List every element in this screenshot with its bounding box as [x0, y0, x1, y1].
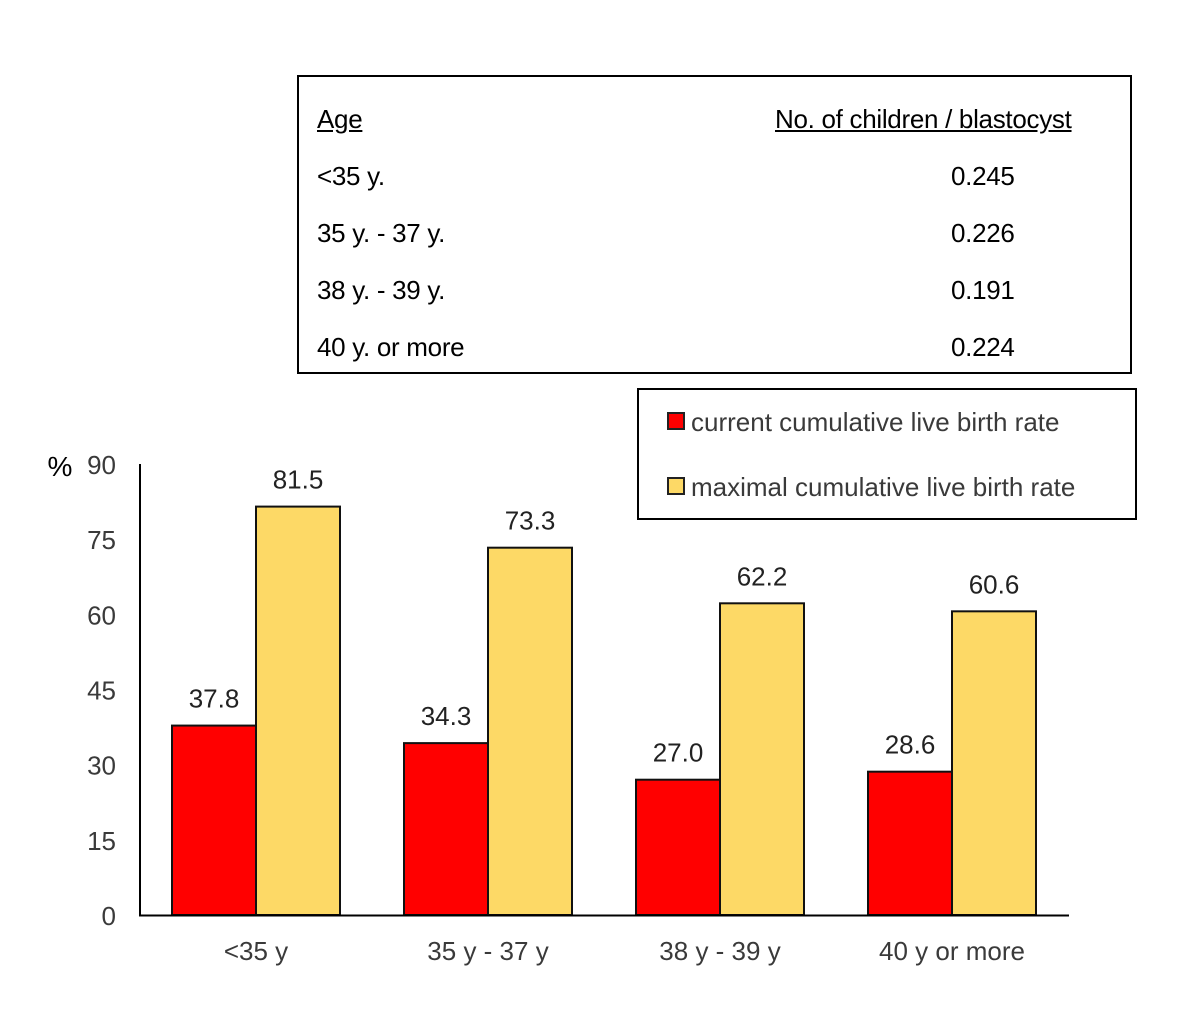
data-label: 73.3 — [505, 506, 556, 536]
legend-label-maximal: maximal cumulative live birth rate — [691, 472, 1076, 502]
bar-current — [867, 770, 953, 917]
bar-current — [171, 724, 257, 917]
y-tick-label: 75 — [87, 525, 116, 555]
data-label: 37.8 — [189, 684, 240, 714]
bar-maximal — [719, 602, 805, 916]
y-tick-label: 45 — [87, 676, 116, 706]
data-label: 27.0 — [653, 738, 704, 768]
blastocyst-table: Age No. of children / blastocyst <35 y. … — [297, 75, 1132, 374]
y-tick-label: 60 — [87, 600, 116, 630]
data-label: 28.6 — [885, 730, 936, 760]
age-cell: 38 y. - 39 y. — [317, 275, 446, 305]
x-tick-label: 35 y - 37 y — [427, 936, 548, 966]
legend-item-current: current cumulative live birth rate — [667, 407, 1059, 438]
age-cell: 35 y. - 37 y. — [317, 218, 446, 248]
value-cell: 0.224 — [951, 332, 1015, 362]
header-children-per-blastocyst: No. of children / blastocyst — [775, 104, 1072, 134]
bar-maximal — [255, 505, 341, 916]
bar-maximal — [951, 610, 1037, 916]
table-row: 35 y. - 37 y. 0.226 — [317, 218, 1108, 252]
data-label: 34.3 — [421, 701, 472, 731]
y-tick-label: 15 — [87, 826, 116, 856]
bar-maximal — [487, 546, 573, 916]
value-cell: 0.226 — [951, 218, 1015, 248]
y-tick-label: 0 — [102, 901, 116, 931]
y-tick-label: 30 — [87, 751, 116, 781]
y-axis-unit-label: % — [48, 451, 73, 482]
legend-swatch-current — [667, 412, 685, 431]
x-tick-label: <35 y — [224, 936, 288, 966]
bar-current — [635, 778, 721, 917]
data-label: 62.2 — [737, 561, 788, 591]
data-label: 60.6 — [969, 569, 1020, 599]
x-tick-label: 40 y or more — [879, 936, 1025, 966]
table-header: Age No. of children / blastocyst — [317, 104, 1108, 138]
value-cell: 0.191 — [951, 275, 1015, 305]
x-tick-label: 38 y - 39 y — [659, 936, 780, 966]
value-cell: 0.245 — [951, 161, 1015, 191]
bar-current — [403, 742, 489, 916]
legend-item-maximal: maximal cumulative live birth rate — [667, 472, 1075, 503]
age-cell: <35 y. — [317, 161, 385, 191]
legend-swatch-maximal — [667, 477, 685, 496]
table-row: 38 y. - 39 y. 0.191 — [317, 275, 1108, 309]
y-tick-label: 90 — [87, 450, 116, 480]
age-cell: 40 y. or more — [317, 332, 465, 362]
chart-legend: current cumulative live birth rate maxim… — [637, 388, 1137, 520]
table-row: <35 y. 0.245 — [317, 161, 1108, 195]
data-label: 81.5 — [273, 465, 324, 495]
table-row: 40 y. or more 0.224 — [317, 332, 1108, 366]
legend-label-current: current cumulative live birth rate — [691, 407, 1060, 437]
header-age: Age — [317, 104, 363, 134]
